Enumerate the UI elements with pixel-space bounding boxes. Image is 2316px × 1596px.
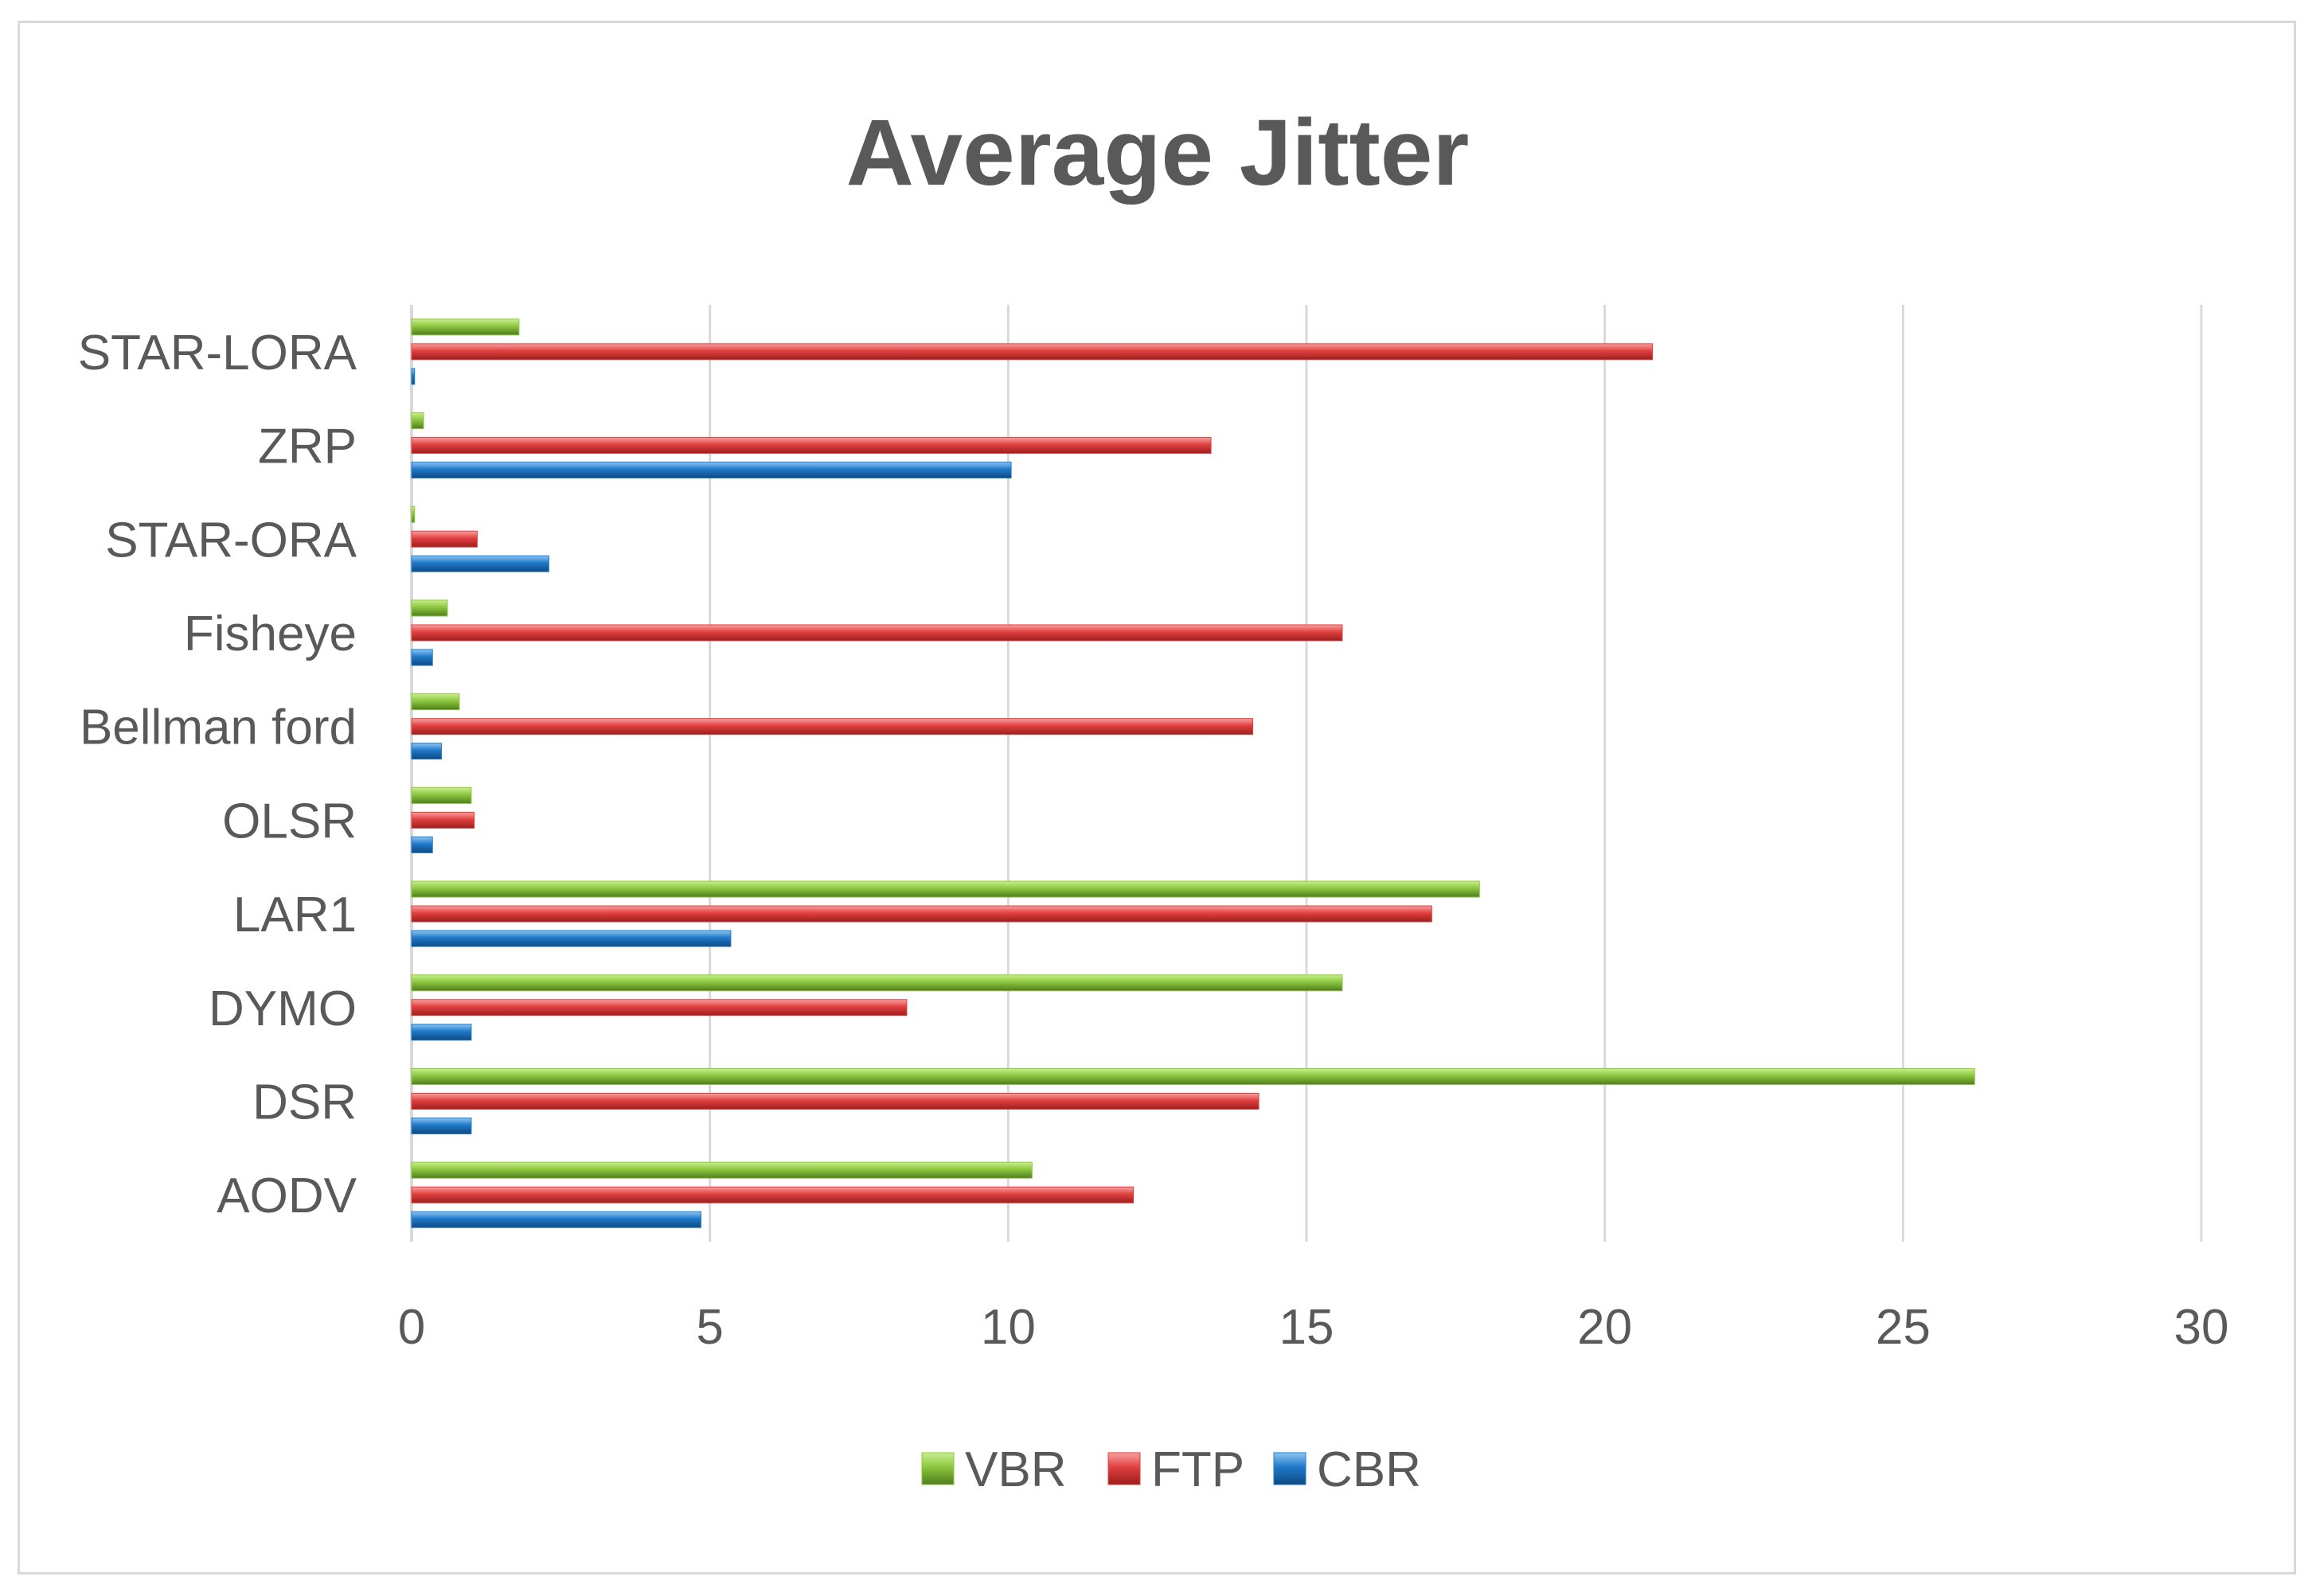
x-tick-label: 20 — [1577, 1300, 1632, 1355]
x-tick-label: 25 — [1876, 1300, 1931, 1355]
category-label: LAR1 — [233, 888, 357, 942]
x-tick-label: 0 — [398, 1300, 425, 1355]
bar-vbr-fisheye — [411, 599, 448, 617]
bar-vbr-lar1 — [411, 880, 1480, 898]
bar-ftp-zrp — [411, 437, 1212, 455]
category-label: DYMO — [209, 981, 357, 1036]
bar-cbr-dymo — [411, 1024, 472, 1041]
bar-cbr-aodv — [411, 1211, 701, 1228]
bar-vbr-zrp — [411, 412, 424, 430]
category-label: STAR-LORA — [78, 326, 357, 380]
category-label: AODV — [217, 1169, 357, 1223]
chart-frame — [18, 21, 2296, 1575]
legend-swatch-ftp — [1107, 1452, 1141, 1485]
bar-cbr-dsr — [411, 1117, 472, 1134]
x-tick-label: 15 — [1279, 1300, 1334, 1355]
legend-swatch-vbr — [921, 1452, 955, 1485]
gridlines — [410, 305, 2203, 1242]
bar-vbr-dsr — [411, 1067, 1975, 1085]
category-label: ZRP — [258, 419, 357, 474]
category-label: Bellman ford — [80, 700, 357, 755]
legend-label-ftp: FTP — [1151, 1442, 1244, 1497]
category-label: DSR — [252, 1075, 357, 1130]
bar-cbr-zrp — [411, 462, 1012, 479]
category-label: Fisheye — [184, 607, 357, 661]
bar-vbr-star-ora — [411, 505, 416, 523]
x-tick-label: 5 — [696, 1300, 723, 1355]
bar-cbr-fisheye — [411, 649, 433, 666]
bar-vbr-bellman-ford — [411, 693, 460, 711]
bars — [411, 318, 1975, 1228]
bar-ftp-fisheye — [411, 624, 1343, 642]
bar-ftp-olsr — [411, 811, 475, 829]
bar-vbr-dymo — [411, 974, 1343, 992]
category-labels: STAR-LORA ZRP STAR-ORA Fisheye Bellman ford O… — [78, 326, 357, 1223]
bar-cbr-star-lora — [411, 368, 416, 385]
bar-cbr-star-ora — [411, 555, 549, 572]
bar-vbr-olsr — [411, 786, 472, 804]
bar-ftp-star-lora — [411, 343, 1654, 361]
chart-title: Average Jitter — [846, 100, 1470, 205]
bar-cbr-lar1 — [411, 930, 732, 947]
category-label: STAR-ORA — [105, 513, 357, 568]
legend: VBR FTP CBR — [921, 1442, 1421, 1497]
legend-label-vbr: VBR — [965, 1442, 1066, 1497]
bar-ftp-aodv — [411, 1186, 1135, 1204]
x-tick-label: 30 — [2174, 1300, 2229, 1355]
bar-ftp-bellman-ford — [411, 718, 1254, 736]
bar-ftp-lar1 — [411, 905, 1432, 923]
bar-cbr-olsr — [411, 836, 433, 853]
x-tick-label: 10 — [981, 1300, 1036, 1355]
bar-ftp-dymo — [411, 999, 908, 1017]
legend-label-cbr: CBR — [1317, 1442, 1421, 1497]
bar-ftp-star-ora — [411, 530, 478, 548]
bar-vbr-aodv — [411, 1161, 1033, 1179]
legend-swatch-cbr — [1273, 1452, 1306, 1485]
bar-vbr-star-lora — [411, 318, 520, 336]
category-label: OLSR — [222, 794, 357, 849]
bar-ftp-dsr — [411, 1092, 1260, 1110]
bar-cbr-bellman-ford — [411, 743, 442, 760]
x-tick-labels: 0 5 10 15 20 25 30 — [398, 1300, 2229, 1355]
